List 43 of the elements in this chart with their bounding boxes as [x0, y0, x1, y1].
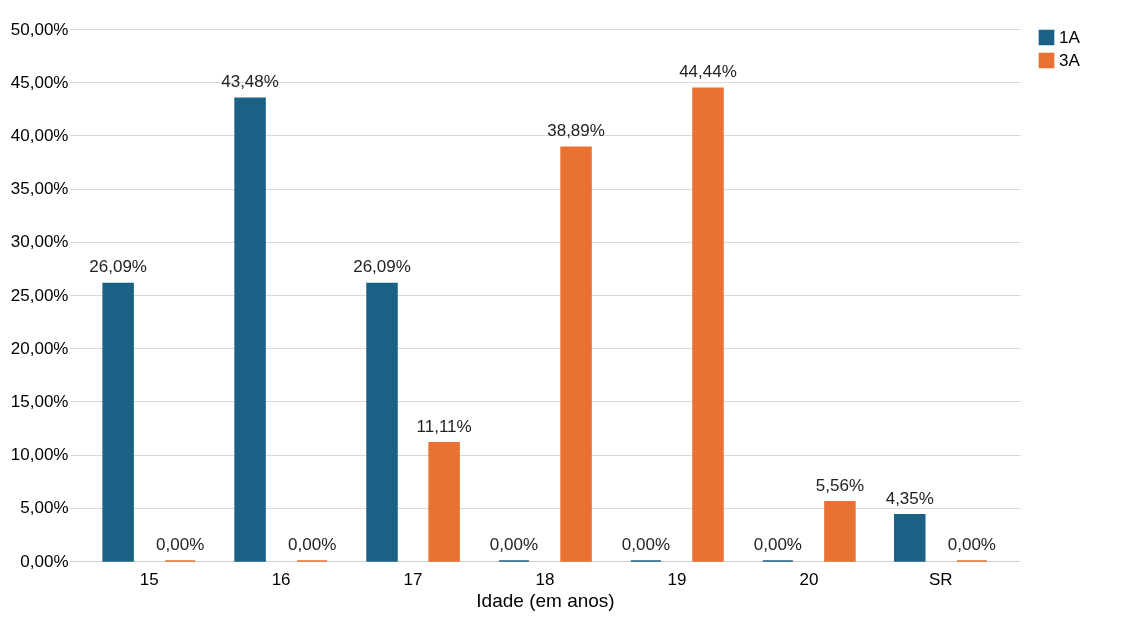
bar	[824, 501, 856, 562]
legend-label: 3A	[1059, 50, 1081, 70]
bar	[692, 87, 724, 562]
y-tick-label: 0,00%	[20, 551, 69, 571]
data-label: 43,48%	[221, 72, 279, 92]
bar	[102, 282, 134, 562]
x-tick-label: 17	[403, 569, 423, 589]
y-tick-label: 15,00%	[10, 391, 69, 411]
y-tick-label: 25,00%	[10, 285, 69, 305]
legend-label: 1A	[1059, 27, 1081, 47]
y-tick-label: 20,00%	[10, 338, 69, 358]
x-tick-label: 15	[139, 569, 159, 589]
x-tick-label: 18	[535, 569, 555, 589]
bar	[234, 97, 266, 562]
data-label: 5,56%	[815, 475, 865, 495]
x-tick-label: SR	[929, 569, 953, 589]
bar	[560, 146, 592, 562]
y-tick-label: 30,00%	[10, 232, 69, 252]
y-tick-label: 10,00%	[10, 445, 69, 465]
y-tick-label: 45,00%	[10, 72, 69, 92]
data-label: 0,00%	[288, 535, 337, 554]
data-label: 0,00%	[753, 535, 802, 554]
data-label: 0,00%	[947, 535, 996, 554]
x-tick-label: 20	[799, 569, 819, 589]
bar	[894, 513, 926, 562]
y-tick-label: 35,00%	[10, 179, 69, 199]
data-label: 0,00%	[156, 535, 205, 554]
y-tick-label: 5,00%	[20, 498, 69, 518]
data-label: 44,44%	[679, 62, 737, 82]
bar	[366, 282, 398, 562]
y-tick-label: 50,00%	[10, 19, 69, 39]
data-label: 11,11%	[416, 416, 472, 436]
data-label: 4,35%	[885, 488, 934, 508]
x-tick-label: 16	[271, 569, 291, 589]
data-label: 0,00%	[621, 535, 670, 554]
x-axis-title: Idade (em anos)	[476, 589, 615, 611]
x-tick-label: 19	[667, 569, 687, 589]
data-label: 38,89%	[547, 121, 605, 141]
data-label: 0,00%	[489, 535, 539, 554]
data-label: 26,09%	[353, 257, 411, 277]
data-label: 26,09%	[89, 257, 147, 277]
bar	[428, 442, 460, 562]
y-tick-label: 40,00%	[10, 125, 69, 145]
